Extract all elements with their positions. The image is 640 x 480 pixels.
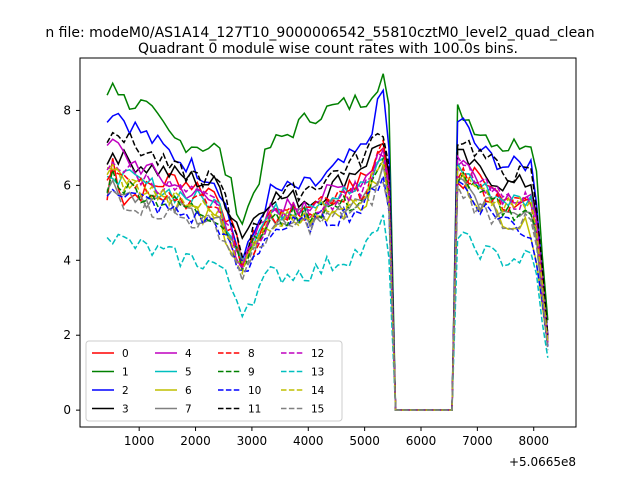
series-layer	[106, 73, 549, 411]
x-offset-label: +5.0665e8	[509, 455, 576, 469]
legend-label-9: 9	[248, 367, 255, 379]
legend-label-12: 12	[311, 348, 324, 360]
legend-label-4: 4	[185, 348, 192, 360]
y-tick-label: 6	[63, 178, 71, 192]
series-line-10	[106, 173, 549, 411]
x-tick-label: 8000	[518, 434, 549, 448]
legend-label-11: 11	[248, 404, 261, 416]
y-axis: 0 2 4 6 8	[63, 103, 80, 417]
series-line-13	[106, 214, 549, 411]
legend-label-5: 5	[185, 367, 192, 379]
legend-label-3: 3	[122, 404, 129, 416]
x-tick-label: 2000	[180, 434, 211, 448]
legend-box	[85, 340, 343, 422]
legend-label-6: 6	[185, 385, 192, 397]
series-line-15	[106, 181, 549, 411]
x-tick-label: 1000	[124, 434, 155, 448]
legend-label-0: 0	[122, 348, 129, 360]
legend-label-13: 13	[311, 367, 324, 379]
series-line-7	[106, 165, 549, 411]
series-line-14	[106, 158, 549, 411]
legend-label-14: 14	[311, 385, 325, 397]
legend-label-8: 8	[248, 348, 255, 360]
series-line-11	[106, 130, 549, 411]
legend-label-2: 2	[122, 385, 129, 397]
y-tick-label: 2	[63, 328, 71, 342]
series-line-9	[106, 156, 549, 411]
figure-suptitle: n file: modeM0/AS1A14_127T10_9000006542_…	[45, 25, 594, 41]
x-tick-label: 4000	[293, 434, 324, 448]
y-tick-label: 8	[63, 103, 71, 117]
x-tick-label: 3000	[237, 434, 268, 448]
series-line-1	[106, 73, 549, 411]
legend-label-7: 7	[185, 404, 192, 416]
series-line-3	[106, 142, 549, 411]
series-line-2	[106, 88, 549, 411]
x-tick-label: 5000	[349, 434, 380, 448]
legend-label-15: 15	[311, 404, 324, 416]
plot-frame	[79, 57, 577, 428]
y-tick-label: 0	[63, 403, 71, 417]
legend-label-1: 1	[122, 367, 129, 379]
legend-label-10: 10	[248, 385, 261, 397]
y-tick-label: 4	[63, 253, 71, 267]
chart-title: Quadrant 0 module wise count rates with …	[138, 41, 518, 57]
x-tick-label: 7000	[462, 434, 493, 448]
x-tick-label: 6000	[406, 434, 437, 448]
x-axis: 1000 2000 3000 4000 5000 6000 7000 8000	[124, 427, 549, 448]
series-line-12	[106, 152, 549, 411]
